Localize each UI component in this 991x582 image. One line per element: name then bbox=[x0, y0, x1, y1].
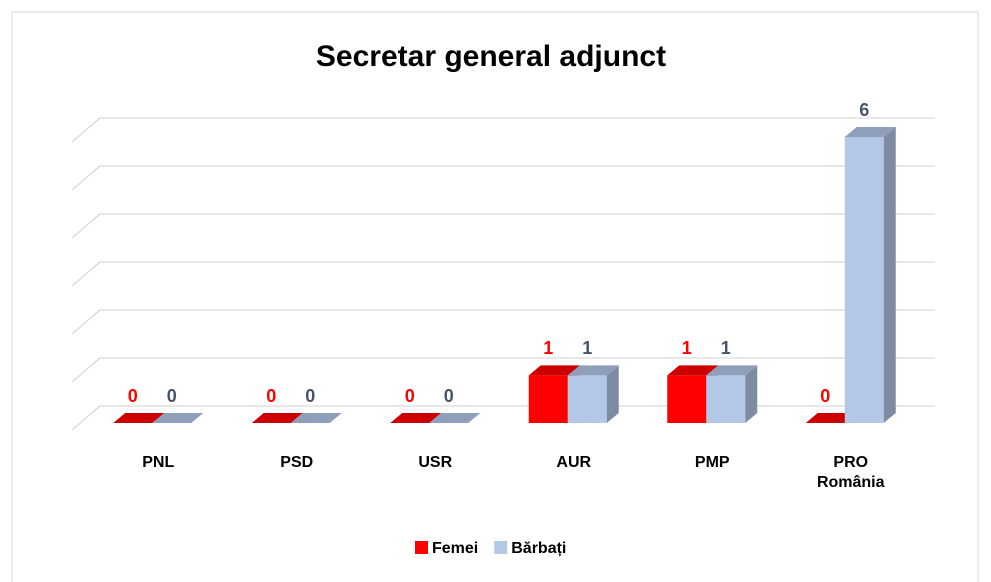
data-label: 0 bbox=[167, 386, 177, 406]
data-label: 6 bbox=[859, 100, 869, 120]
legend-swatch bbox=[494, 541, 508, 554]
grid-line bbox=[71, 165, 935, 191]
x-tick-label: PRO România bbox=[816, 454, 885, 491]
grid-line bbox=[71, 213, 935, 239]
bar bbox=[113, 413, 165, 423]
bar-face bbox=[606, 365, 619, 423]
bar-face bbox=[667, 375, 707, 423]
bar-face bbox=[706, 365, 758, 376]
bar bbox=[706, 365, 758, 423]
bar-face bbox=[390, 413, 442, 423]
grid-line bbox=[71, 309, 935, 335]
data-label: 1 bbox=[682, 338, 692, 358]
bar bbox=[567, 365, 619, 423]
bar-face bbox=[113, 413, 165, 423]
data-label: 0 bbox=[128, 386, 138, 406]
bar-face bbox=[251, 413, 303, 423]
data-label: 0 bbox=[820, 386, 830, 406]
legend-label: Femei bbox=[432, 540, 478, 557]
x-tick-label: USR bbox=[418, 454, 453, 471]
bar-face bbox=[667, 365, 719, 376]
chart-frame bbox=[11, 11, 979, 582]
bar-face bbox=[290, 413, 342, 423]
chart-title: Secretar general adjunct bbox=[316, 40, 666, 73]
x-tick-label: PNL bbox=[142, 454, 175, 471]
x-tick-label: PMP bbox=[694, 454, 730, 471]
bar bbox=[290, 413, 342, 423]
bar-face bbox=[429, 413, 481, 423]
x-tick-label: PSD bbox=[280, 454, 314, 471]
bar-face bbox=[844, 137, 884, 423]
bar-face bbox=[152, 413, 204, 423]
legend-swatch bbox=[415, 541, 428, 554]
bar bbox=[429, 413, 481, 423]
bar-face bbox=[567, 375, 607, 423]
legend-label: Bărbați bbox=[511, 540, 566, 557]
data-label: 0 bbox=[305, 386, 315, 406]
grid-line bbox=[71, 357, 935, 383]
bar bbox=[152, 413, 204, 423]
bar bbox=[251, 413, 303, 423]
bar-face bbox=[883, 127, 896, 423]
grid-line bbox=[71, 261, 935, 287]
data-label: 0 bbox=[266, 386, 276, 406]
bar-face bbox=[844, 127, 896, 137]
data-label: 0 bbox=[405, 386, 415, 406]
bar-face bbox=[528, 365, 580, 376]
data-label: 1 bbox=[543, 338, 553, 358]
bar-face bbox=[745, 365, 758, 423]
data-label: 1 bbox=[721, 338, 731, 358]
bar-face bbox=[567, 365, 619, 376]
bar bbox=[390, 413, 442, 423]
x-tick-label: AUR bbox=[556, 454, 592, 471]
bar-face bbox=[706, 375, 746, 423]
grid-line bbox=[71, 405, 935, 431]
data-label: 0 bbox=[444, 386, 454, 406]
data-label: 1 bbox=[582, 338, 592, 358]
bar bbox=[844, 127, 896, 423]
bar-face bbox=[805, 413, 857, 423]
bar-face bbox=[528, 375, 568, 423]
bar bbox=[805, 413, 857, 423]
grid-line bbox=[71, 117, 935, 143]
